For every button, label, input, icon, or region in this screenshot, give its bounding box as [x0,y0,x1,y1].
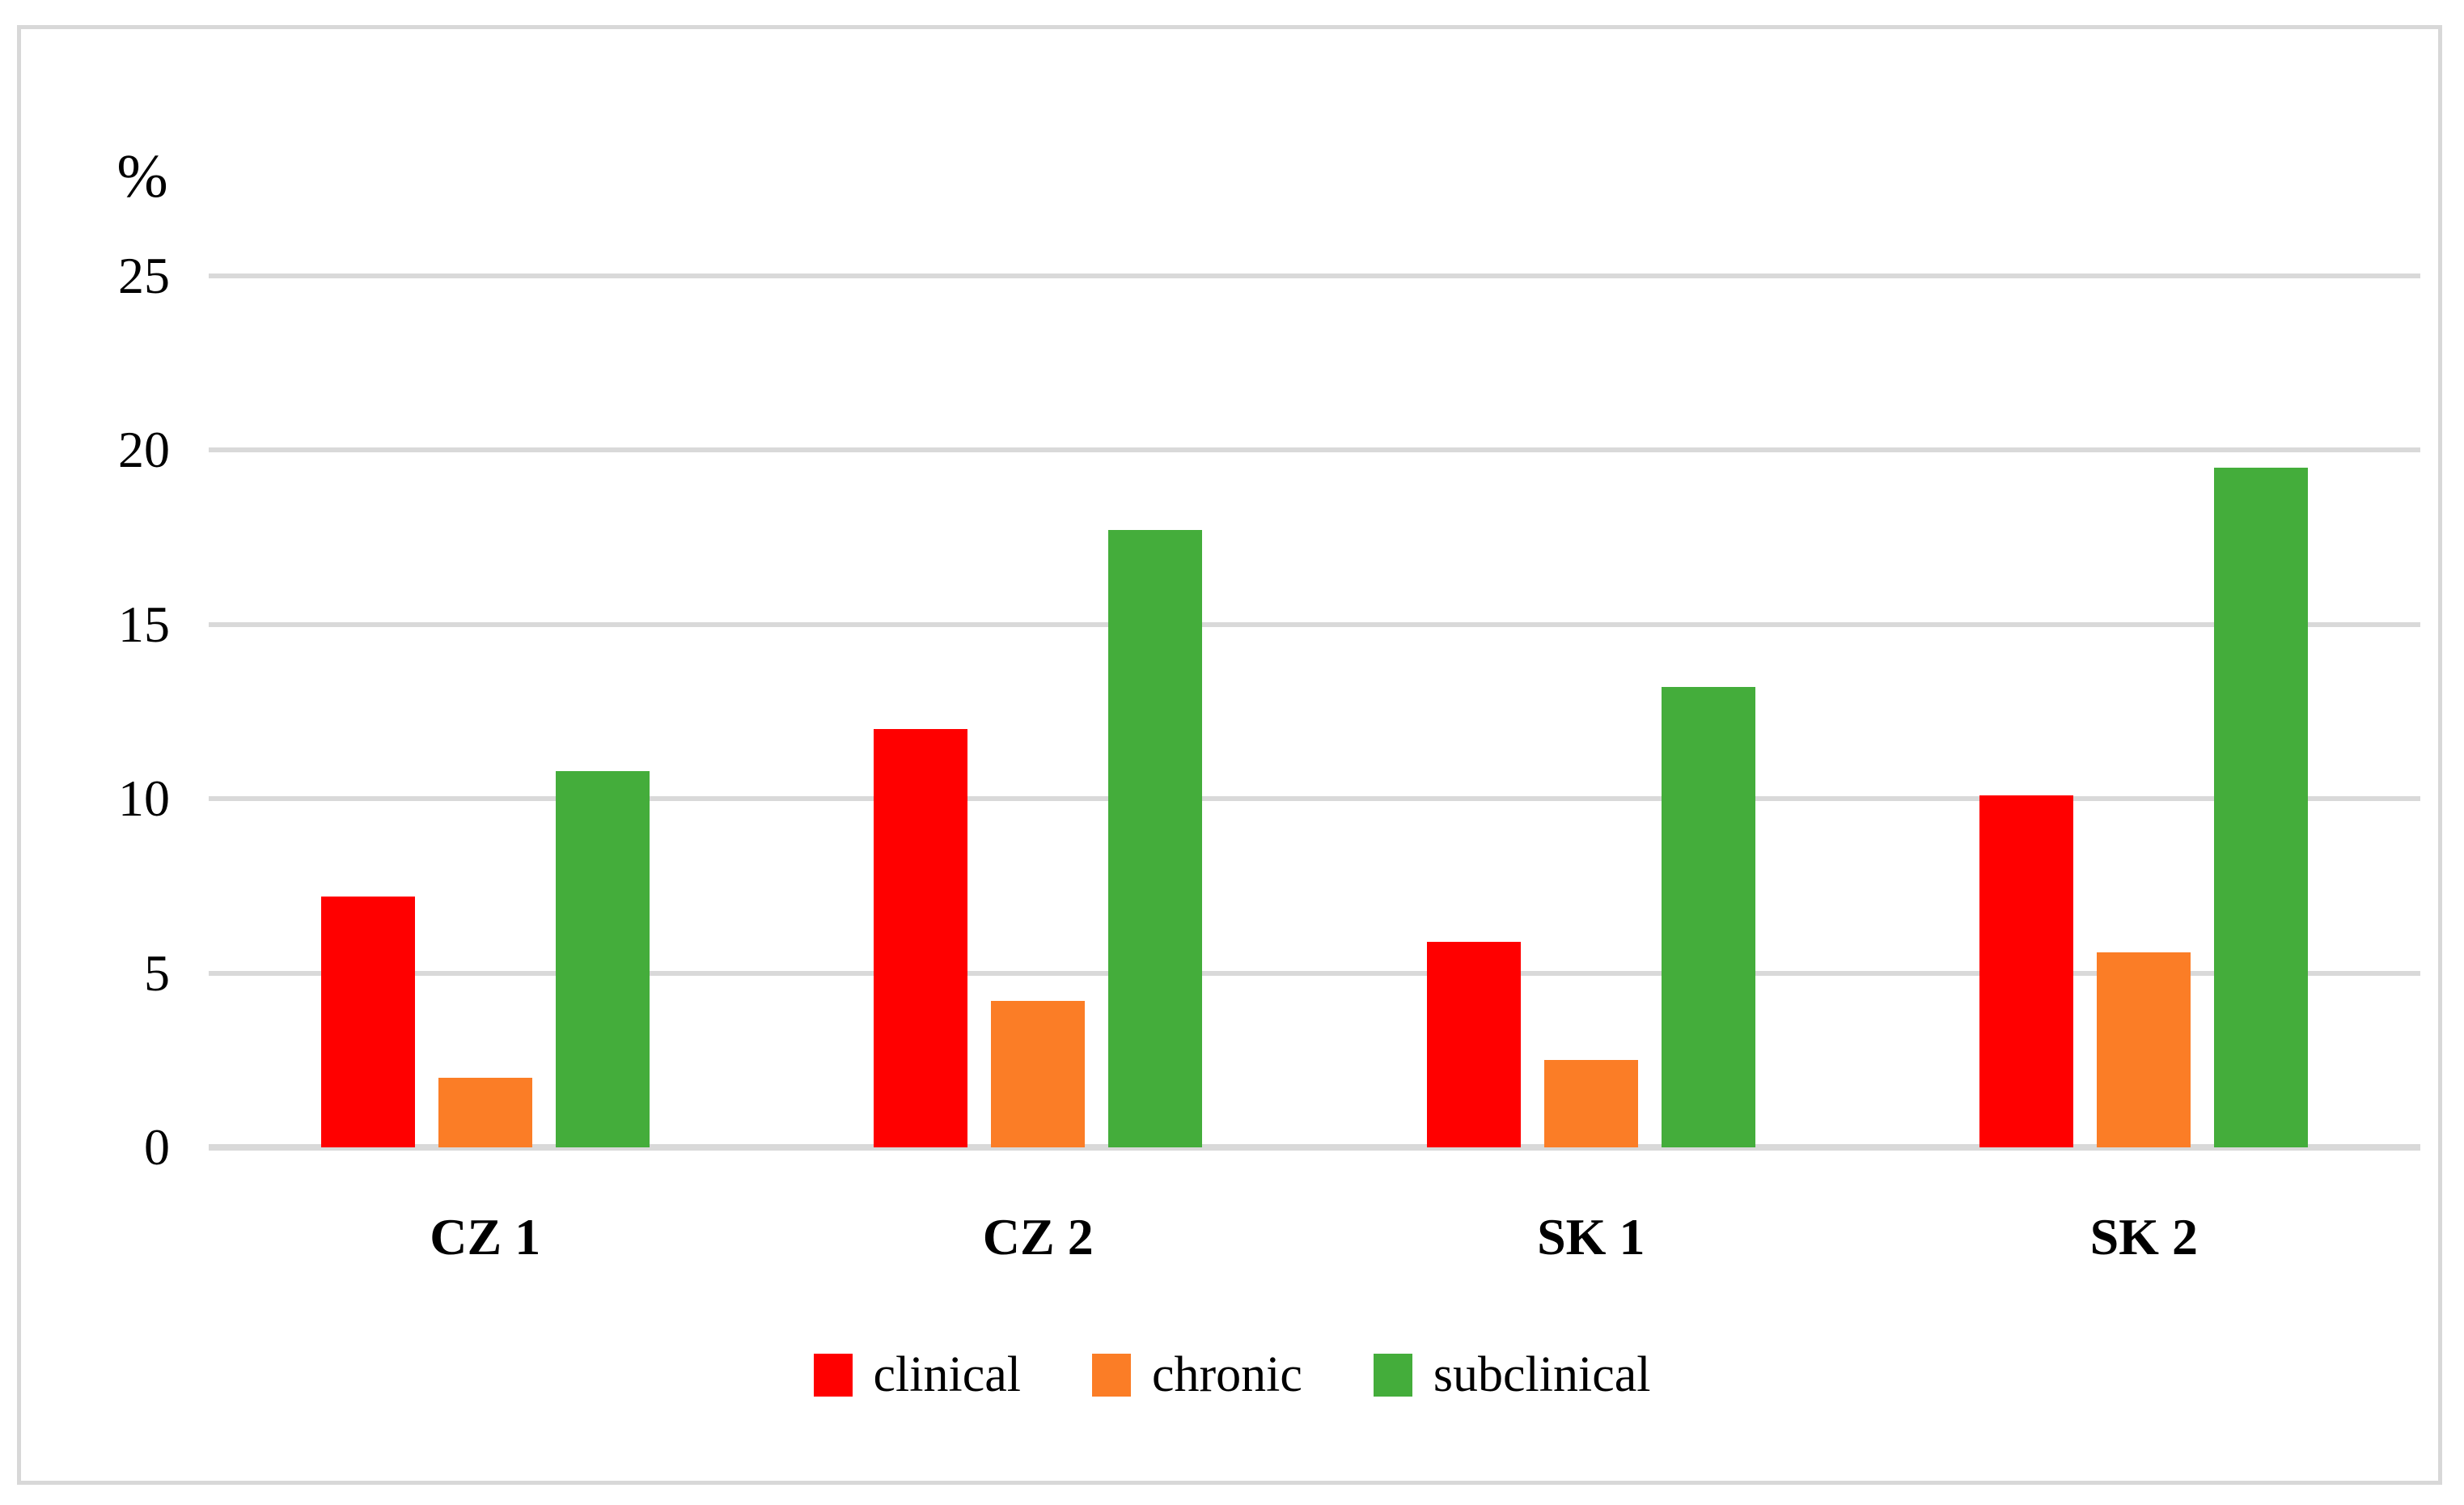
gridline-y20 [209,447,2420,453]
legend-swatch-clinical [813,1353,853,1397]
y-tick-label-15: 15 [118,595,170,653]
y-tick-label-0: 0 [144,1118,170,1176]
x-category-label-cz-1: CZ 1 [430,1208,541,1265]
gridline-y5 [209,970,2420,976]
x-category-label-cz-2: CZ 2 [982,1208,1094,1265]
legend-label-clinical: clinical [873,1347,1021,1402]
bar-subclinical-sk-1 [1661,687,1755,1147]
bar-clinical-cz-2 [874,729,968,1147]
y-tick-label-25: 25 [118,247,170,304]
bar-clinical-cz-1 [320,896,415,1147]
gridline-y0 [209,1144,2420,1151]
y-axis-unit-label: % [116,142,168,210]
legend-item-chronic: chronic [1091,1347,1302,1402]
legend-item-clinical: clinical [813,1347,1021,1402]
x-category-label-sk-1: SK 1 [1537,1208,1645,1265]
bar-group-cz-1 [209,276,762,1147]
legend-swatch-subclinical [1373,1353,1412,1397]
y-tick-label-5: 5 [144,943,170,1002]
legend-label-chronic: chronic [1151,1347,1302,1402]
gridline-y15 [209,621,2420,627]
bar-clinical-sk-1 [1426,941,1521,1147]
legend: clinical chronic subclinical [0,1350,2464,1400]
bar-chronic-cz-1 [438,1077,532,1147]
bar-chronic-sk-2 [2097,952,2191,1147]
bar-subclinical-sk-2 [2214,467,2309,1147]
y-tick-label-10: 10 [118,769,170,828]
bar-group-cz-2 [762,276,1315,1147]
bar-group-sk-1 [1315,276,1868,1147]
bar-subclinical-cz-1 [555,770,650,1147]
bar-subclinical-cz-2 [1108,530,1203,1147]
bar-chronic-sk-1 [1543,1060,1638,1147]
x-category-label-sk-2: SK 2 [2089,1208,2198,1265]
legend-label-subclinical: subclinical [1433,1347,1651,1402]
legend-swatch-chronic [1091,1353,1131,1397]
gridline-y10 [209,796,2420,802]
bar-chronic-cz-2 [991,1001,1086,1147]
bar-clinical-sk-2 [1979,795,2074,1147]
x-axis-category-labels: CZ 1 CZ 2 SK 1 SK 2 [209,1207,2420,1267]
plot-area [209,276,2420,1147]
bar-group-sk-2 [1868,276,2421,1147]
y-tick-label-20: 20 [118,421,170,479]
gridline-y25 [209,273,2420,278]
legend-item-subclinical: subclinical [1373,1347,1651,1402]
chart-frame [17,25,2442,1485]
